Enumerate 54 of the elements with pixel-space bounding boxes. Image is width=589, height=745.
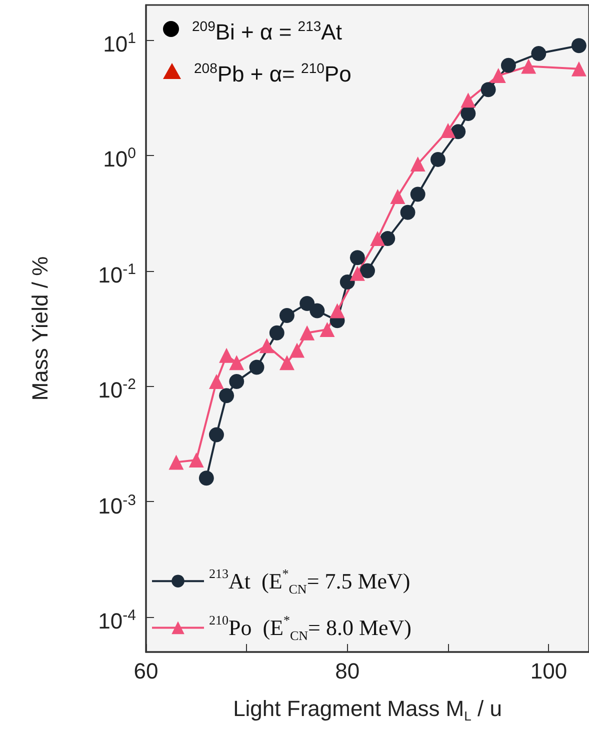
point	[450, 124, 466, 140]
point	[350, 250, 365, 266]
point	[188, 452, 204, 468]
point	[380, 231, 396, 246]
point	[571, 38, 586, 54]
point	[460, 92, 476, 108]
y-tick-label: 10$^{1}$	[103, 28, 136, 58]
point	[320, 322, 335, 337]
annotation: $^{209}$Bi + α = $^{213}$At	[192, 17, 342, 46]
point	[229, 355, 244, 370]
point	[410, 186, 426, 202]
y-tick-label: 10$^{-3}$	[98, 490, 136, 520]
point	[249, 360, 264, 375]
point	[571, 61, 586, 76]
point	[390, 188, 406, 204]
point	[229, 374, 244, 389]
point	[531, 46, 546, 62]
point	[360, 263, 375, 278]
point	[279, 355, 294, 370]
point	[400, 204, 416, 220]
point	[340, 274, 355, 290]
point	[490, 68, 506, 84]
point	[290, 342, 305, 358]
point	[350, 266, 365, 281]
y-tick-label: 10$^{-4}$	[98, 606, 136, 636]
point	[300, 296, 315, 312]
point	[480, 82, 496, 98]
point	[430, 152, 446, 167]
point	[219, 388, 234, 404]
point	[259, 338, 274, 354]
point	[410, 156, 426, 172]
point	[370, 231, 386, 246]
point	[219, 348, 234, 363]
x-tick-label: 60	[134, 658, 158, 684]
point	[460, 106, 476, 121]
y-tick-label: 10$^{-1}$	[98, 260, 136, 290]
point	[269, 325, 284, 340]
point	[521, 58, 536, 74]
point	[500, 58, 516, 73]
annotation: $^{208}$Pb + α= $^{210}$Po	[194, 59, 352, 89]
point	[198, 470, 214, 486]
point	[310, 303, 325, 318]
y-tick-label: 10$^{-2}$	[98, 375, 136, 405]
point	[300, 325, 315, 340]
point	[208, 374, 224, 389]
x-tick-label: 80	[335, 658, 360, 684]
point	[168, 454, 184, 470]
y-axis-title: Mass Yield / %	[28, 256, 52, 401]
point	[330, 303, 345, 318]
x-tick-label: 100	[530, 658, 568, 684]
point	[279, 308, 294, 323]
point	[440, 122, 456, 138]
point	[208, 427, 224, 442]
y-tick-label: 10$^{0}$	[103, 144, 136, 174]
